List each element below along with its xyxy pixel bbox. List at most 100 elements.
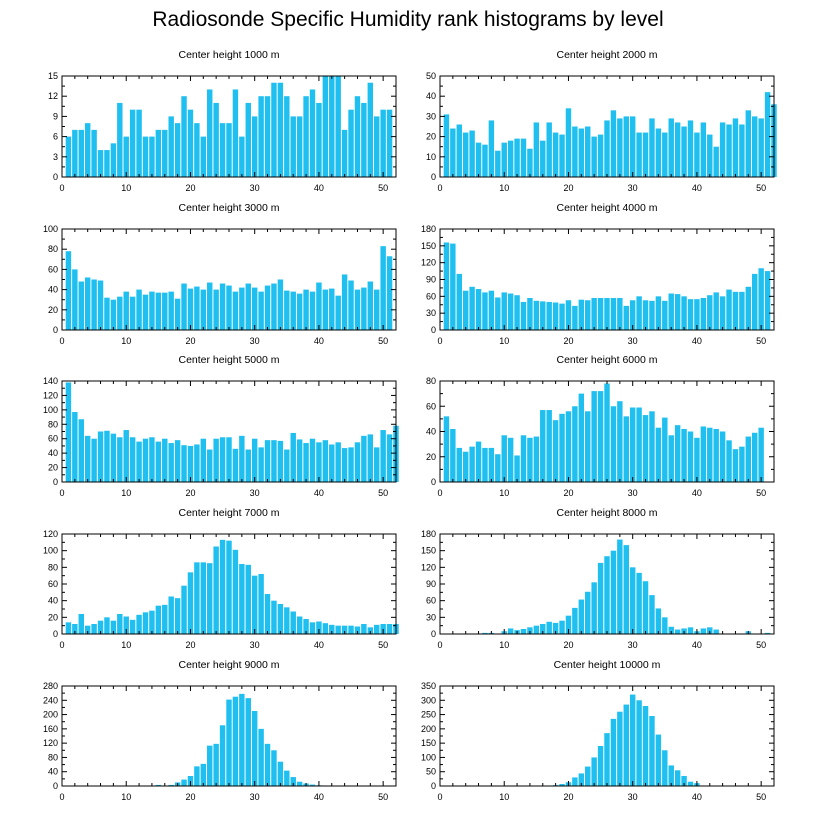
histogram-bar [565, 615, 572, 634]
histogram-bar [764, 92, 771, 177]
y-tick-label: 60 [48, 579, 58, 589]
histogram-bar [668, 435, 674, 482]
histogram-bar [636, 407, 642, 482]
histogram-bar [617, 298, 623, 330]
y-tick-label: 120 [421, 562, 436, 572]
histogram-bar [668, 293, 674, 330]
y-tick-label: 20 [48, 463, 58, 473]
histogram-bar [475, 289, 482, 330]
histogram-bar [674, 629, 681, 634]
histogram-bar [520, 629, 527, 634]
histogram-bar [194, 444, 200, 482]
histogram-bar [533, 625, 540, 634]
x-tick-label: 30 [628, 640, 638, 650]
histogram-bar [72, 269, 78, 330]
histogram-bar [117, 614, 123, 634]
histogram-bar [91, 279, 97, 330]
panel-title: Center height 10000 m [554, 659, 661, 671]
x-tick-label: 0 [59, 488, 64, 498]
histogram-bar [251, 711, 258, 786]
x-tick-label: 50 [756, 640, 766, 650]
x-tick-label: 10 [499, 183, 509, 193]
histogram-bar [97, 431, 104, 482]
x-tick-label: 30 [250, 336, 260, 346]
y-tick-label: 0 [431, 629, 436, 639]
histogram-bar [469, 286, 475, 330]
y-tick-label: 30 [426, 111, 436, 121]
histogram-bar [475, 441, 482, 482]
x-tick-label: 0 [437, 640, 442, 650]
histogram-bar [162, 604, 168, 634]
histogram-bar [719, 431, 726, 482]
y-tick-label: 100 [43, 405, 58, 415]
histogram-bar [322, 289, 329, 330]
x-tick-label: 10 [499, 336, 509, 346]
histogram-bar [668, 626, 674, 634]
x-tick-label: 0 [437, 336, 442, 346]
histogram-bar [181, 445, 187, 482]
histogram-bar [367, 281, 374, 330]
histogram-bar [726, 289, 732, 330]
x-tick-label: 0 [437, 183, 442, 193]
histogram-bar [533, 300, 540, 330]
histogram-bar [386, 109, 393, 177]
histogram-bar [194, 123, 200, 177]
histogram-bar [219, 123, 226, 177]
y-tick-label: 50 [426, 71, 436, 81]
histogram-bar [72, 624, 78, 634]
histogram-bar [329, 624, 335, 634]
y-tick-label: 120 [43, 529, 58, 539]
histogram-bar [104, 617, 110, 634]
histogram-bar [610, 406, 617, 482]
x-tick-label: 0 [59, 792, 64, 802]
panel-title: Center height 4000 m [557, 202, 658, 214]
histogram-bar [700, 628, 707, 634]
histogram-bar [623, 704, 629, 786]
x-tick-label: 40 [314, 336, 324, 346]
x-tick-label: 40 [692, 488, 702, 498]
histogram-bar [239, 136, 245, 177]
histogram-bar [136, 614, 142, 634]
histogram-bar [527, 148, 533, 177]
histogram-bar [623, 305, 629, 330]
histogram-bar [187, 572, 194, 634]
histogram-bar [469, 130, 475, 177]
y-tick-label: 60 [426, 291, 436, 301]
histogram-bar [559, 303, 565, 330]
histogram-bar [732, 118, 739, 177]
histogram-bar [578, 299, 585, 330]
histogram-bar [194, 766, 200, 786]
histogram-bar [764, 271, 771, 330]
histogram-bar [104, 297, 110, 330]
histogram-bar [527, 437, 533, 482]
histogram-bar [271, 82, 277, 177]
x-tick-label: 50 [756, 183, 766, 193]
histogram-bar [322, 623, 329, 634]
histogram-bar [322, 440, 329, 482]
histogram-bar [597, 134, 604, 177]
histogram-bar [110, 143, 117, 177]
histogram-bar [662, 132, 668, 177]
histogram-bar [456, 273, 462, 330]
histogram-bar [309, 784, 316, 786]
y-tick-label: 0 [431, 781, 436, 791]
histogram-bar [694, 437, 700, 482]
histogram-bar [251, 438, 258, 482]
y-tick-label: 80 [48, 562, 58, 572]
histogram-bar [707, 627, 713, 634]
histogram-bar [501, 142, 507, 177]
histogram-bar [617, 118, 623, 177]
histogram-bar [110, 433, 117, 482]
histogram-bar [72, 412, 78, 482]
y-tick-label: 3 [53, 152, 58, 162]
y-tick-label: 180 [421, 224, 436, 234]
histogram-bar [482, 292, 488, 330]
histogram-bar [187, 109, 194, 177]
x-tick-label: 10 [121, 488, 131, 498]
y-tick-label: 140 [43, 376, 58, 386]
y-tick-label: 80 [426, 376, 436, 386]
histogram-bar [450, 428, 456, 482]
panel-title: Center height 5000 m [179, 354, 280, 366]
histogram-bar [495, 297, 501, 330]
histogram-bar [251, 116, 258, 177]
